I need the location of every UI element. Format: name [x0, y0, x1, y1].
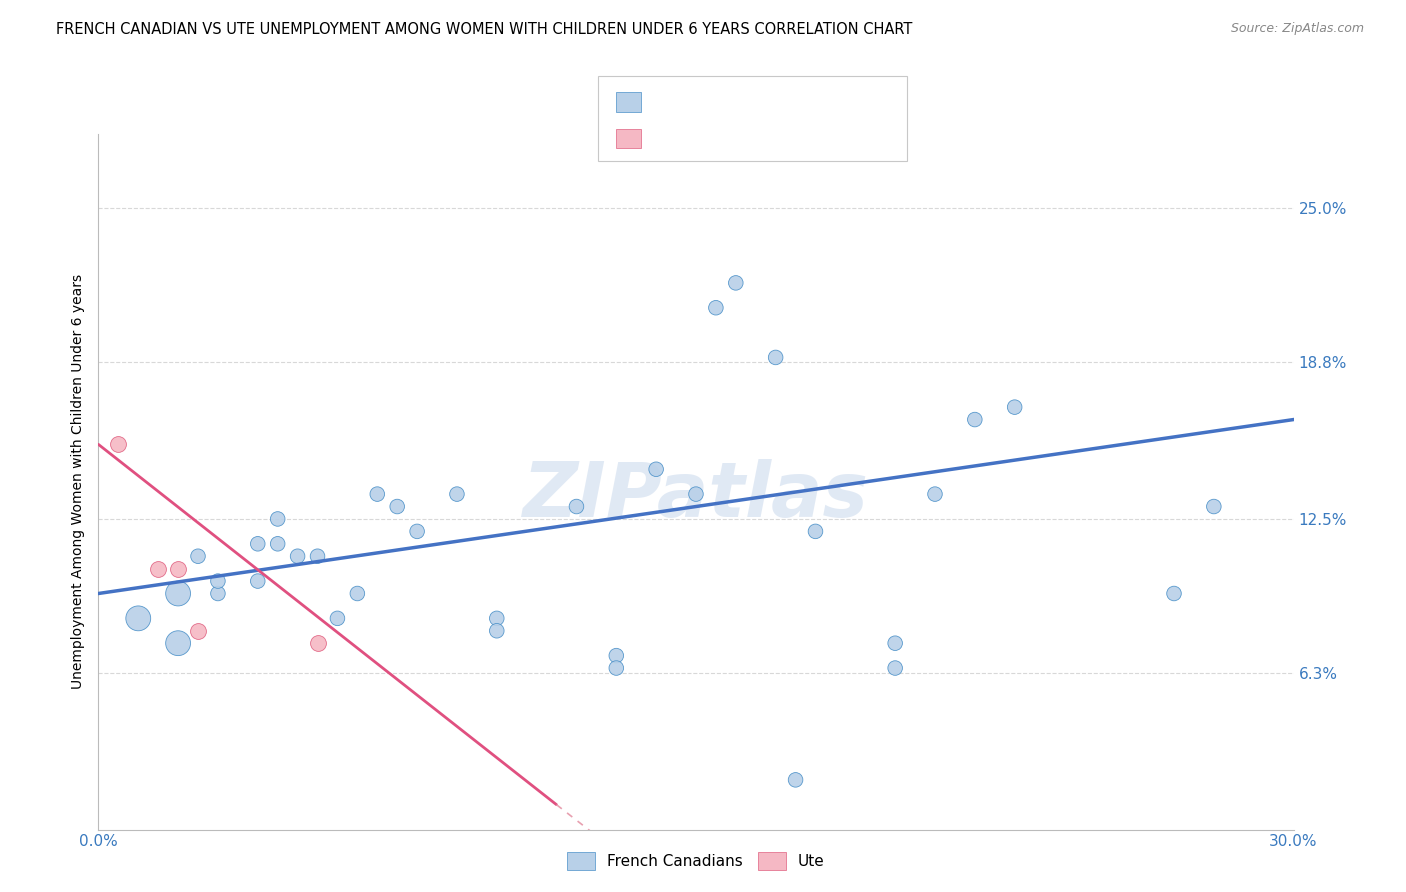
Point	[884, 661, 907, 675]
Point	[724, 276, 747, 290]
Point	[207, 574, 229, 588]
Text: N =: N =	[766, 95, 797, 110]
Text: ZIPatlas: ZIPatlas	[523, 458, 869, 533]
Text: 5: 5	[815, 131, 825, 146]
Point	[485, 624, 508, 638]
Point	[346, 586, 368, 600]
Y-axis label: Unemployment Among Women with Children Under 6 years: Unemployment Among Women with Children U…	[72, 274, 86, 690]
Point	[605, 661, 627, 675]
Point	[246, 574, 269, 588]
Point	[963, 412, 986, 426]
Point	[485, 611, 508, 625]
Point	[765, 351, 787, 365]
Point	[167, 586, 190, 600]
Point	[267, 537, 290, 551]
Point	[107, 437, 129, 451]
Point	[406, 524, 429, 539]
Point	[187, 549, 209, 564]
Point	[685, 487, 707, 501]
Point	[645, 462, 668, 476]
Point	[1004, 400, 1026, 414]
Point	[187, 624, 209, 638]
Point	[207, 586, 229, 600]
Text: FRENCH CANADIAN VS UTE UNEMPLOYMENT AMONG WOMEN WITH CHILDREN UNDER 6 YEARS CORR: FRENCH CANADIAN VS UTE UNEMPLOYMENT AMON…	[56, 22, 912, 37]
Point	[307, 549, 329, 564]
Point	[1163, 586, 1185, 600]
Point	[804, 524, 827, 539]
Point	[167, 562, 190, 576]
Legend: French Canadians, Ute: French Canadians, Ute	[562, 847, 830, 874]
Point	[924, 487, 946, 501]
Point	[446, 487, 468, 501]
Point	[127, 611, 149, 625]
Point	[605, 648, 627, 663]
Point	[884, 636, 907, 650]
Point	[385, 500, 409, 514]
Text: R =: R =	[651, 95, 681, 110]
Text: R =: R =	[651, 131, 681, 146]
Text: Source: ZipAtlas.com: Source: ZipAtlas.com	[1230, 22, 1364, 36]
Point	[167, 636, 190, 650]
Text: 36: 36	[813, 95, 832, 110]
Point	[246, 537, 269, 551]
Point	[704, 301, 727, 315]
Text: N =: N =	[766, 131, 797, 146]
Point	[307, 636, 329, 650]
Text: 0.262: 0.262	[700, 95, 745, 110]
Text: -0.705: -0.705	[690, 131, 742, 146]
Point	[267, 512, 290, 526]
Point	[366, 487, 388, 501]
Point	[1202, 500, 1225, 514]
Point	[287, 549, 309, 564]
Point	[565, 500, 588, 514]
Point	[326, 611, 349, 625]
Point	[148, 562, 170, 576]
Point	[785, 772, 807, 787]
